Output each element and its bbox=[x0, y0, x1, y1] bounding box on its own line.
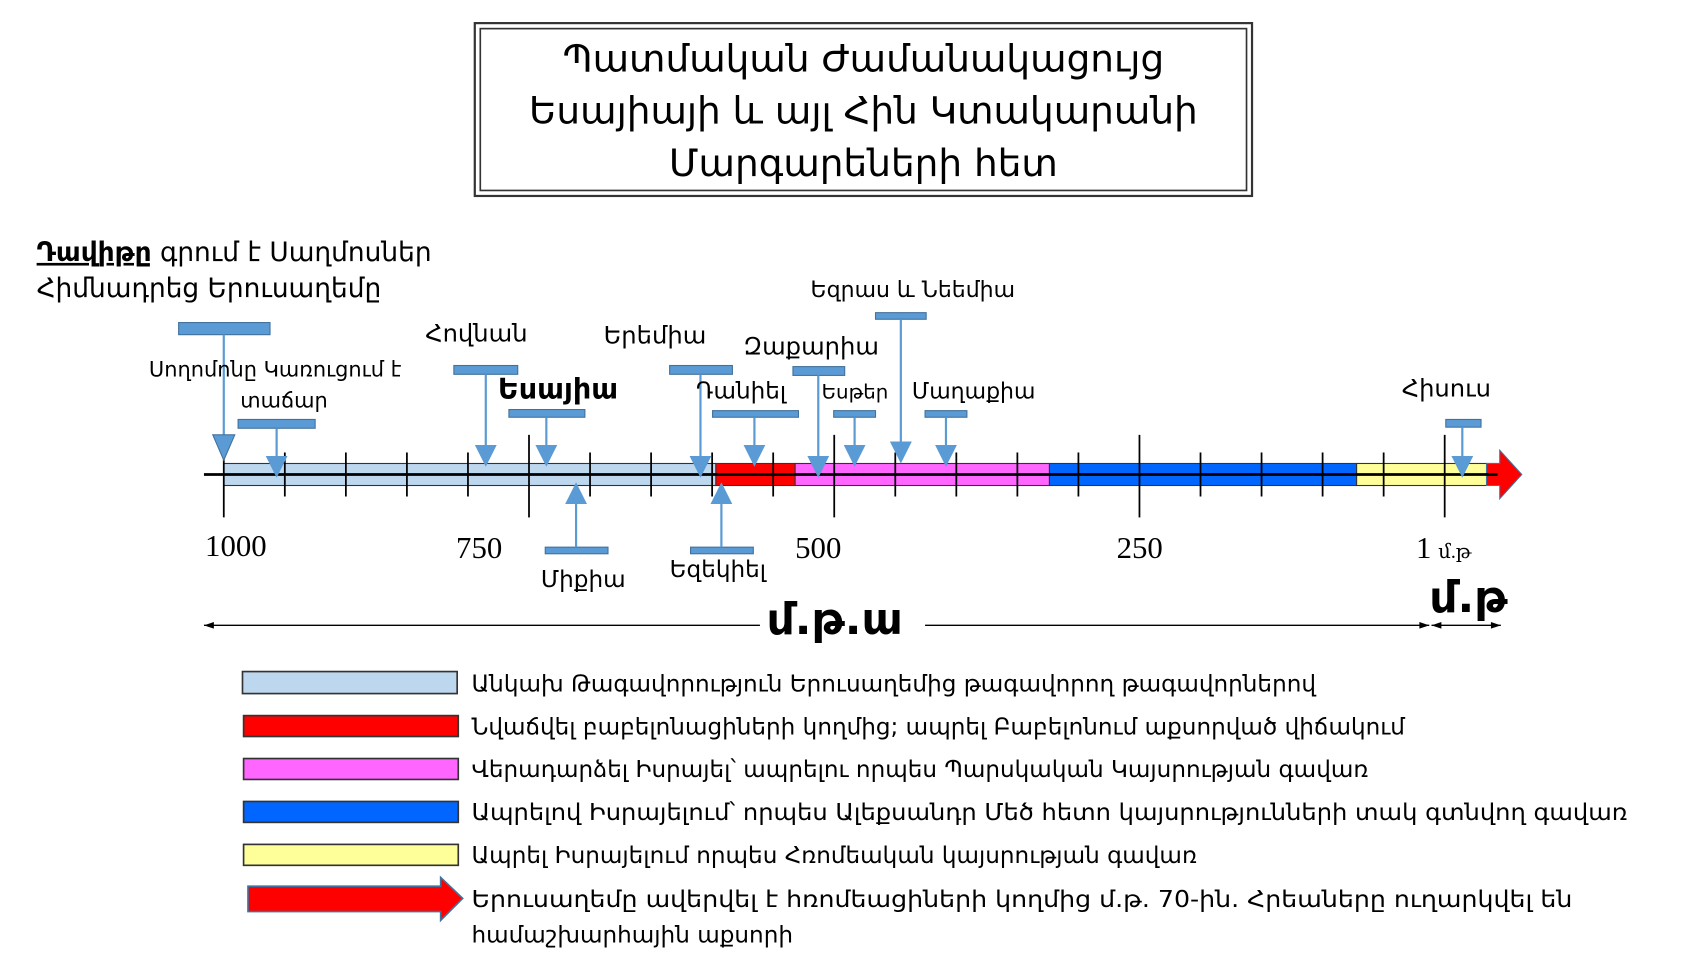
event-micah bbox=[544, 482, 609, 555]
event-label-jonah: Հովնան bbox=[425, 319, 527, 347]
legend-swatch-independent bbox=[241, 670, 458, 695]
event-label-esther: Եսթեր bbox=[822, 381, 889, 404]
tick-label-ad-suffix: մ.թ bbox=[1438, 541, 1472, 563]
title-line-2: Եսայիայի և այլ Հին Կտակարանի bbox=[529, 88, 1198, 132]
legend-arrow-destruction bbox=[247, 875, 464, 923]
event-label-solomon-2: տաճար bbox=[240, 388, 327, 412]
legend-swatch-rome bbox=[242, 843, 460, 867]
david-caption: Դավիթը գրում է Սաղմոսներ bbox=[37, 237, 432, 268]
title-line-1: Պատմական Ժամանակացույց bbox=[563, 37, 1165, 81]
event-ezra-nehemiah bbox=[874, 312, 927, 464]
era-bc-label: մ.թ.ա bbox=[767, 594, 903, 645]
event-label-daniel: Դանիել bbox=[696, 379, 787, 405]
timeline-bar bbox=[203, 434, 1523, 518]
title-box: Պատմական Ժամանակացույց Եսայիայի և այլ Հի… bbox=[473, 22, 1254, 198]
event-malachi bbox=[924, 410, 968, 467]
event-label-zechariah: Զաքարիա bbox=[743, 332, 879, 360]
event-label-micah: Միքիա bbox=[541, 567, 626, 593]
title-line-3: Մարգարեների հետ bbox=[669, 141, 1058, 185]
event-ezekiel bbox=[690, 482, 754, 555]
legend-label-destruction-2: համաշխարհային աքսորի bbox=[471, 922, 793, 948]
legend-label-destruction: Երուսաղեմը ավերվել է հռոմեացիների կողմից… bbox=[471, 887, 1572, 913]
legend-label-babylon: Նվաճվել բաբելոնացիների կողմից; ապրել Բաբ… bbox=[471, 714, 1405, 740]
event-label-solomon: Սողոմոնը Կառուցում է bbox=[149, 358, 402, 382]
event-esther bbox=[833, 410, 877, 467]
legend-label-rome: Ապրել Իսրայելում որպես Հռոմեական կայսրու… bbox=[471, 843, 1196, 869]
event-label-ezra-nehemiah: Եզրաս և Նեեմիա bbox=[811, 278, 1015, 303]
era-ad-label: մ.թ bbox=[1429, 572, 1508, 623]
event-jonah bbox=[453, 364, 519, 467]
event-label-jeremiah: Երեմիա bbox=[604, 321, 707, 349]
legend-swatch-greek bbox=[242, 800, 460, 824]
event-jeremiah bbox=[669, 364, 733, 478]
tick-label-1000: 1000 bbox=[205, 529, 267, 563]
tick-label-1: 1 bbox=[1416, 531, 1431, 565]
legend: Անկախ Թագավորություն Երուսաղեմից թագավոր… bbox=[241, 670, 1627, 948]
legend-label-greek: Ապրելով Իսրայելում՝ որպես Ալեքսանդր Մեծ … bbox=[471, 800, 1627, 826]
event-label-jesus: Հիսուս bbox=[1402, 374, 1491, 402]
event-daniel bbox=[712, 410, 800, 467]
david-rest: գրում է Սաղմոսներ bbox=[152, 237, 432, 268]
david-name: Դավիթը bbox=[37, 237, 152, 268]
event-zechariah bbox=[792, 366, 846, 478]
event-jesus bbox=[1445, 418, 1482, 478]
legend-swatch-babylon bbox=[242, 714, 460, 738]
event-solomon bbox=[237, 418, 316, 478]
red-arrow-head bbox=[1485, 448, 1523, 501]
event-label-isaiah: Եսայիա bbox=[498, 372, 618, 406]
tick-label-750: 750 bbox=[456, 531, 502, 565]
event-label-malachi: Մաղաքիա bbox=[912, 380, 1036, 405]
event-label-ezekiel: Եզեկիել bbox=[670, 557, 767, 583]
tick-label-500: 500 bbox=[795, 531, 841, 565]
event-david bbox=[178, 322, 271, 462]
axis-ticks bbox=[222, 434, 1446, 518]
david-caption-line2: Հիմնադրեց Երուսաղեմը bbox=[37, 273, 382, 304]
legend-swatch-persia bbox=[242, 757, 460, 781]
arrow-down-icon bbox=[211, 434, 236, 462]
event-isaiah bbox=[508, 408, 586, 467]
legend-label-persia: Վերադարձել Իսրայել՝ ապրելու որպես Պարսկա… bbox=[471, 757, 1368, 783]
era-ad-span bbox=[1431, 622, 1501, 629]
legend-label-independent: Անկախ Թագավորություն Երուսաղեմից թագավոր… bbox=[471, 671, 1316, 697]
tick-label-250: 250 bbox=[1117, 531, 1163, 565]
